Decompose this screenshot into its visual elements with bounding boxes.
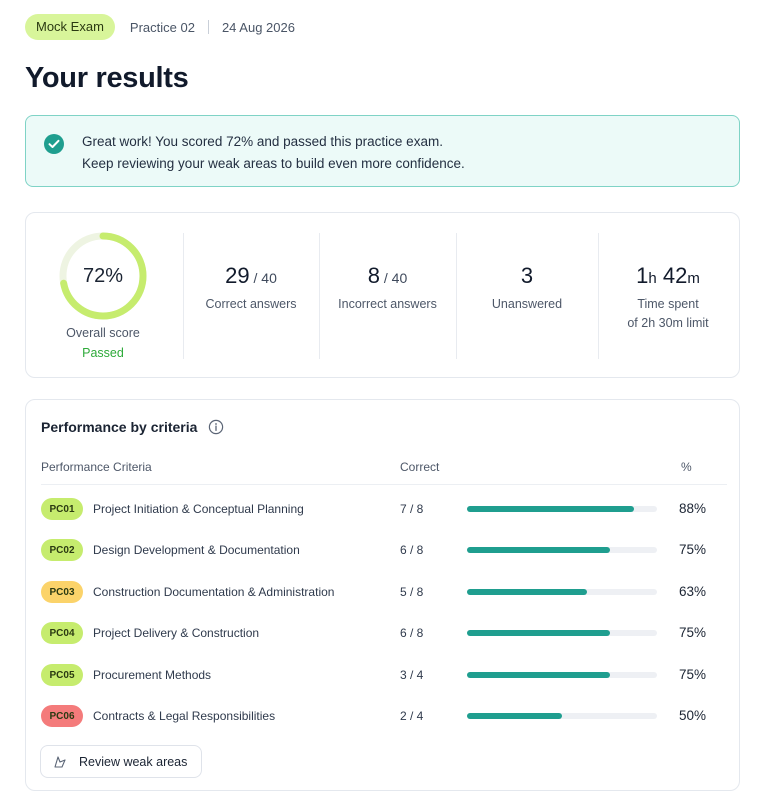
- criteria-row: PC02 Design Development & Documentation 6 …: [41, 539, 727, 563]
- criteria-progress-track: [467, 630, 657, 636]
- overall-score-label: Overall score: [66, 326, 140, 340]
- unanswered-label: Unanswered: [491, 297, 563, 311]
- incorrect-count: 8: [367, 263, 380, 288]
- criteria-percent: 75%: [679, 667, 707, 682]
- criteria-code-badge: PC04: [41, 622, 83, 644]
- unanswered-stat: 3 Unanswered: [456, 263, 598, 311]
- table-header-divider: [41, 484, 727, 485]
- check-circle-icon: [44, 134, 64, 154]
- performance-card: Performance by criteria Performance Crit…: [25, 399, 740, 791]
- sparkle-icon: [53, 755, 67, 769]
- criteria-name: Contracts & Legal Responsibilities: [93, 709, 276, 723]
- alert-message: Great work! You scored 72% and passed th…: [82, 134, 443, 149]
- stat-divider: [598, 233, 599, 359]
- criteria-progress-fill: [467, 589, 587, 595]
- incorrect-total: / 40: [380, 270, 408, 286]
- criteria-row: PC06 Contracts & Legal Responsibilities 2 …: [41, 705, 727, 729]
- criteria-progress-track: [467, 506, 657, 512]
- criteria-progress-track: [467, 589, 657, 595]
- criteria-correct: 6 / 8: [400, 543, 424, 557]
- results-summary-card: 72% Overall score Passed 29 / 40 Correct…: [25, 212, 740, 378]
- correct-answers-stat: 29 / 40 Correct answers: [183, 263, 319, 311]
- criteria-percent: 75%: [679, 625, 707, 640]
- correct-column-header: Correct: [400, 460, 440, 474]
- criteria-name: Construction Documentation & Administrat…: [93, 585, 335, 599]
- incorrect-label: Incorrect answers: [338, 297, 437, 311]
- meta-divider: [207, 20, 209, 34]
- criteria-code-badge: PC03: [41, 581, 83, 603]
- time-spent-label: Time spent: [637, 297, 699, 311]
- review-button-label: Review weak areas: [79, 754, 188, 769]
- criteria-percent: 75%: [679, 542, 707, 557]
- exam-meta-row: Mock Exam Practice 02 24 Aug 2026: [25, 14, 295, 40]
- criteria-row: PC04 Project Delivery & Construction 6 / 8…: [41, 622, 727, 646]
- stat-divider: [456, 233, 457, 359]
- unanswered-count: 3: [520, 263, 534, 288]
- time-minutes-unit: m: [687, 270, 700, 287]
- criteria-progress-track: [467, 547, 657, 553]
- criteria-progress-fill: [467, 672, 610, 678]
- criteria-row: PC03 Construction Documentation & Adminis…: [41, 581, 727, 605]
- criteria-code-badge: PC05: [41, 664, 83, 686]
- criteria-correct: 6 / 8: [400, 626, 424, 640]
- criteria-code-badge: PC01: [41, 498, 83, 520]
- criteria-progress-fill: [467, 713, 562, 719]
- score-progress-arc: [59, 232, 147, 320]
- criteria-correct: 5 / 8: [400, 585, 424, 599]
- criteria-name: Project Initiation & Conceptual Planning: [93, 502, 304, 516]
- info-icon[interactable]: [208, 419, 224, 435]
- criteria-progress-fill: [467, 506, 634, 512]
- correct-count: 29: [225, 263, 250, 288]
- performance-title: Performance by criteria: [41, 419, 198, 435]
- exam-date: 24 Aug 2026: [221, 19, 295, 35]
- criteria-percent: 88%: [679, 501, 707, 516]
- page-title: Your results: [25, 62, 189, 94]
- criteria-correct: 2 / 4: [400, 709, 424, 723]
- criteria-percent: 50%: [679, 708, 707, 723]
- criteria-progress-fill: [467, 630, 610, 636]
- time-spent-stat: 1h 42m Time spent of 2h 30m limit: [598, 263, 738, 330]
- time-hours: 1: [636, 263, 649, 288]
- criteria-correct: 3 / 4: [400, 668, 424, 682]
- time-limit-label: of 2h 30m limit: [627, 316, 709, 330]
- criteria-name: Procurement Methods: [93, 668, 212, 682]
- criteria-name: Project Delivery & Construction: [93, 626, 260, 640]
- criteria-row: PC01 Project Initiation & Conceptual Plan…: [41, 498, 727, 522]
- criteria-column-header: Performance Criteria: [41, 460, 152, 474]
- review-weak-areas-button[interactable]: Review weak areas: [40, 745, 202, 778]
- percent-column-header: %: [681, 460, 692, 474]
- criteria-name: Design Development & Documentation: [93, 543, 300, 557]
- criteria-progress-track: [467, 672, 657, 678]
- stat-divider: [183, 233, 184, 359]
- criteria-code-badge: PC02: [41, 539, 83, 561]
- criteria-progress-fill: [467, 547, 610, 553]
- mock-exam-tag: Mock Exam: [25, 14, 115, 40]
- stat-divider: [319, 233, 320, 359]
- criteria-row: PC05 Procurement Methods 3 / 4 75%: [41, 664, 727, 688]
- pass-status: Passed: [82, 346, 124, 360]
- time-minutes: 42: [662, 263, 688, 288]
- overall-score-ring: 72%: [58, 231, 148, 321]
- criteria-code-badge: PC06: [41, 705, 83, 727]
- success-alert: Great work! You scored 72% and passed th…: [25, 115, 740, 187]
- correct-label: Correct answers: [205, 297, 297, 311]
- time-hours-unit: h: [648, 270, 657, 287]
- overall-score-value: 72%: [82, 264, 124, 287]
- practice-label: Practice 02: [129, 19, 195, 35]
- criteria-correct: 7 / 8: [400, 502, 424, 516]
- incorrect-answers-stat: 8 / 40 Incorrect answers: [319, 263, 456, 311]
- alert-submessage: Keep reviewing your weak areas to build …: [82, 156, 465, 171]
- criteria-progress-track: [467, 713, 657, 719]
- criteria-percent: 63%: [679, 584, 707, 599]
- correct-total: / 40: [249, 270, 277, 286]
